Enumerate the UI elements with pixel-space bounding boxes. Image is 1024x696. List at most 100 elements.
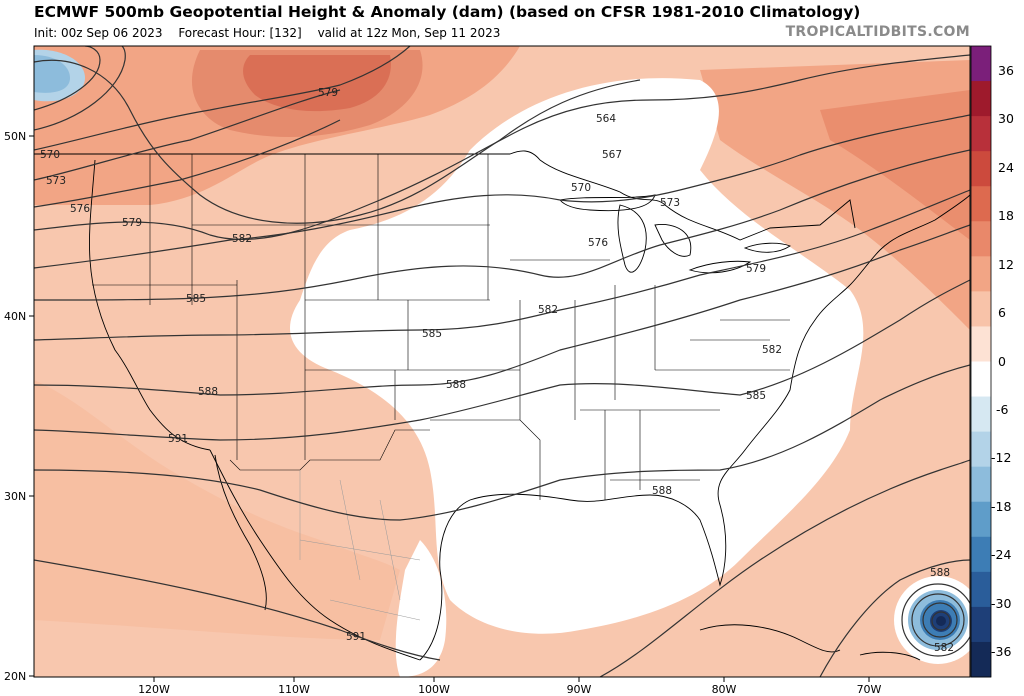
contour-label: 588	[446, 379, 466, 391]
colorbar-tick-label: 36	[998, 63, 1014, 78]
contour-label: 588	[930, 567, 950, 579]
lake-huron	[654, 224, 692, 257]
colorbar-tick-label: -6	[996, 402, 1009, 417]
height-contours	[34, 46, 970, 677]
northeast-coast	[849, 194, 970, 286]
colorbar-tick-label: -12	[991, 450, 1011, 465]
height-contour	[599, 459, 970, 677]
valid-time: valid at 12z Mon, Sep 11 2023	[317, 26, 501, 40]
lat-label: 50N	[4, 130, 26, 143]
lon-label: 100W	[418, 683, 450, 696]
height-contour	[34, 114, 970, 269]
map-subtitle: Init: 00z Sep 06 2023 Forecast Hour: [13…	[34, 26, 512, 40]
height-contour	[34, 189, 970, 341]
height-contour	[34, 364, 970, 521]
contour-label: 591	[168, 433, 188, 445]
map-title: ECMWF 500mb Geopotential Height & Anomal…	[34, 3, 861, 21]
contour-label: 576	[588, 237, 608, 249]
lake-michigan	[617, 204, 647, 273]
contour-label: 564	[596, 113, 616, 125]
site-credit[interactable]: TROPICALTIDBITS.COM	[785, 24, 970, 40]
lake-ontario	[743, 242, 791, 253]
height-contour	[34, 89, 341, 181]
lon-label: 120W	[138, 683, 170, 696]
colorbar-tick-label: 0	[998, 354, 1006, 369]
lat-label: 20N	[4, 670, 26, 683]
colorbar-segment	[971, 466, 991, 503]
colorbar-segment	[971, 501, 991, 538]
baja-coast	[214, 454, 267, 611]
lat-label: 30N	[4, 490, 26, 503]
contour-label: 573	[660, 197, 680, 209]
colorbar-frame	[970, 45, 992, 678]
contour-label: 585	[186, 293, 206, 305]
contour-label: 588	[198, 386, 218, 398]
colorbar-segment	[971, 116, 991, 152]
colorbar-segment	[971, 536, 991, 573]
height-contour	[34, 59, 641, 224]
colorbar-segment	[971, 326, 991, 362]
contour-label: 582	[232, 233, 252, 245]
us-west-coast	[89, 159, 211, 451]
low-center	[936, 616, 946, 626]
colorbar-segment	[971, 151, 991, 187]
colorbar-tick-label: -24	[991, 547, 1011, 562]
mexico-state-borders	[299, 470, 421, 621]
colorbar-tick-label: 24	[998, 160, 1014, 175]
lon-label: 70W	[857, 683, 882, 696]
state-borders	[92, 154, 790, 500]
contour-label: 582	[934, 642, 954, 654]
lon-label: 80W	[712, 683, 737, 696]
colorbar-segment	[971, 396, 991, 433]
us-gulf-atlantic-coast	[419, 284, 851, 661]
contour-labels: 570 573 576 579 582 585 588 591 579 564 …	[40, 87, 954, 654]
contour-label: 579	[122, 217, 142, 229]
colorbar-segment	[971, 641, 991, 678]
lon-label: 110W	[278, 683, 310, 696]
colorbar	[970, 45, 992, 678]
neutral-region	[395, 540, 447, 677]
contour-label: 576	[70, 203, 90, 215]
height-contour	[901, 583, 970, 657]
colorbar-tick-label: -36	[991, 644, 1011, 659]
lon-label: 90W	[567, 683, 592, 696]
contour-label: 588	[652, 485, 672, 497]
contour-label: 591	[346, 631, 366, 643]
height-contour	[34, 46, 101, 111]
contour-label: 579	[746, 263, 766, 275]
colorbar-segment	[971, 361, 991, 398]
us-canada-border	[34, 150, 856, 241]
height-contour	[922, 602, 958, 638]
colorbar-labels: 36 30 24 18 12 6 0 -6 -12 -18 -24 -30 -3…	[991, 63, 1014, 659]
us-mexico-border	[229, 429, 430, 471]
colorbar-tick-label: -18	[991, 499, 1011, 514]
colorbar-segment	[971, 256, 991, 292]
colorbar-tick-label: 30	[998, 111, 1014, 126]
anomaly-region	[34, 380, 400, 640]
lat-label: 40N	[4, 310, 26, 323]
forecast-hour: Forecast Hour: [132]	[178, 26, 302, 40]
contour-label: 585	[746, 390, 766, 402]
init-time: Init: 00z Sep 06 2023	[34, 26, 163, 40]
height-contour	[34, 46, 126, 131]
colorbar-segment	[971, 221, 991, 257]
height-contour	[34, 54, 970, 241]
height-contour	[34, 279, 970, 441]
map-frame	[33, 45, 971, 678]
height-contour	[34, 224, 970, 396]
colorbar-segment	[971, 46, 991, 82]
negative-anomaly	[34, 55, 70, 93]
colorbar-segment	[971, 291, 991, 327]
height-contour	[819, 559, 970, 677]
state-border-lines	[92, 154, 790, 500]
colorbar-tick-label: -30	[991, 596, 1011, 611]
latitude-axis: 50N 40N 30N 20N	[4, 130, 34, 683]
map-field: 570 573 576 579 582 585 588 591 579 564 …	[34, 46, 970, 677]
height-contour	[34, 46, 411, 151]
contour-label: 579	[318, 87, 338, 99]
height-contour	[911, 593, 965, 647]
anomaly-region	[820, 90, 970, 240]
mexico-pacific-coast	[209, 449, 421, 661]
colorbar-segment	[971, 81, 991, 117]
contour-label: 582	[538, 304, 558, 316]
